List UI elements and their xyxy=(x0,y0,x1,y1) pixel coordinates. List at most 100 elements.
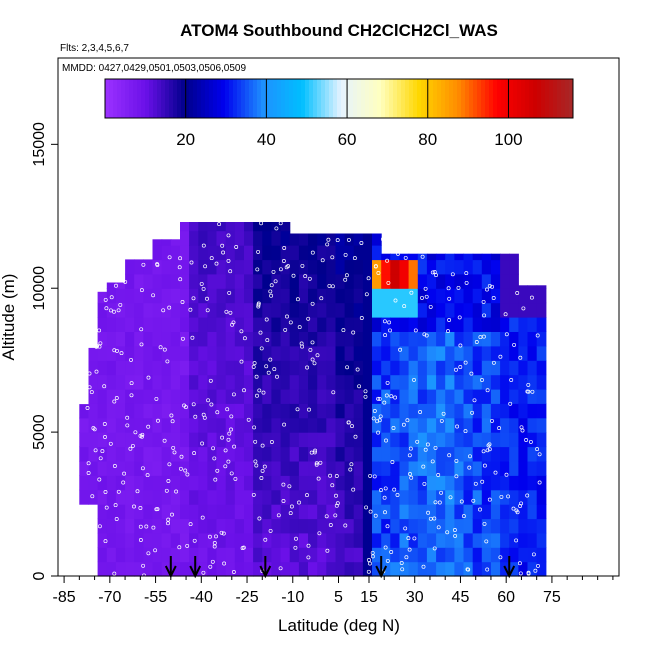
heatmap-cell xyxy=(207,245,218,261)
sample-marker xyxy=(331,390,336,395)
sample-marker xyxy=(85,406,90,410)
heatmap-cell xyxy=(381,259,391,275)
heatmap-cell xyxy=(298,233,309,246)
sample-marker xyxy=(227,290,232,295)
heatmap-cell xyxy=(490,446,501,462)
heatmap-cell xyxy=(445,374,455,390)
heatmap-cell xyxy=(216,446,227,462)
heatmap-cell xyxy=(317,288,327,304)
sample-marker xyxy=(146,375,151,380)
colorbar-swatch xyxy=(561,79,566,118)
heatmap-cell xyxy=(216,460,227,476)
heatmap-cell xyxy=(353,317,364,332)
heatmap-cell xyxy=(88,388,99,404)
sample-marker xyxy=(454,474,459,479)
heatmap-cell xyxy=(326,403,336,419)
x-tick-label: 15 xyxy=(360,589,378,606)
heatmap-cell xyxy=(161,345,172,361)
heatmap-cell xyxy=(472,547,483,563)
sample-marker xyxy=(344,273,349,278)
heatmap-cell xyxy=(189,259,199,275)
heatmap-cell xyxy=(216,417,227,433)
colorbar-swatch xyxy=(245,79,250,118)
heatmap-cell xyxy=(225,331,236,347)
heatmap-cell xyxy=(280,222,291,232)
heatmap-cell xyxy=(106,331,117,347)
heatmap-cell xyxy=(317,475,327,491)
heatmap-cell xyxy=(481,374,492,390)
heatmap-cell xyxy=(326,360,336,376)
heatmap-cell xyxy=(317,403,327,419)
heatmap-cell xyxy=(390,360,400,376)
heatmap-cell xyxy=(317,518,327,534)
heatmap-cell xyxy=(509,360,519,376)
heatmap-cell xyxy=(234,230,245,246)
heatmap-cell xyxy=(335,273,346,289)
sample-marker xyxy=(383,486,388,491)
colorbar-swatch xyxy=(429,79,434,118)
heatmap-cell xyxy=(79,404,89,419)
heatmap-cell xyxy=(143,504,154,520)
heatmap-cell xyxy=(170,532,181,548)
colorbar-swatch xyxy=(109,79,114,118)
colorbar-swatch xyxy=(165,79,170,118)
sample-marker xyxy=(386,280,391,285)
sample-marker xyxy=(334,503,339,508)
heatmap-cell xyxy=(527,288,538,304)
heatmap-cell xyxy=(372,374,382,390)
sample-marker xyxy=(493,470,498,475)
heatmap-cell xyxy=(271,345,282,361)
heatmap-cell xyxy=(454,388,465,404)
sample-marker xyxy=(269,440,274,444)
heatmap-cell xyxy=(280,317,291,332)
heatmap-cell xyxy=(426,388,437,404)
heatmap-cell xyxy=(216,561,227,577)
sample-marker xyxy=(485,388,490,393)
heatmap-cell xyxy=(115,403,126,419)
sample-marker xyxy=(375,419,380,424)
heatmap-cell xyxy=(207,532,218,548)
heatmap-cell xyxy=(390,432,400,448)
heatmap-cell xyxy=(280,561,291,577)
heatmap-cell xyxy=(234,345,245,361)
heatmap-cell xyxy=(381,388,391,404)
sample-marker xyxy=(192,538,197,543)
heatmap-cell xyxy=(381,273,391,289)
sample-marker xyxy=(497,426,502,431)
heatmap-cell xyxy=(417,317,428,332)
heatmap-cell xyxy=(161,317,172,332)
heatmap-cell xyxy=(353,360,364,376)
heatmap-cell xyxy=(308,288,318,304)
colorbar-swatch xyxy=(257,79,262,118)
heatmap-cell xyxy=(381,460,391,476)
heatmap-cell xyxy=(417,302,428,318)
heatmap-cell xyxy=(527,331,538,347)
heatmap-cell xyxy=(518,547,529,563)
heatmap-cell xyxy=(143,432,154,448)
heatmap-cell xyxy=(234,331,245,347)
heatmap-cell xyxy=(399,518,410,534)
sample-marker xyxy=(439,490,444,495)
sample-marker xyxy=(384,393,389,398)
heatmap-cell xyxy=(381,547,391,563)
sample-marker xyxy=(255,267,260,272)
sample-marker xyxy=(376,396,381,401)
colorbar-swatch xyxy=(141,79,146,118)
colorbar-swatch xyxy=(469,79,474,118)
heatmap-cell xyxy=(353,331,364,347)
heatmap-cell xyxy=(253,432,263,448)
heatmap-cell xyxy=(234,288,245,304)
colorbar-swatch xyxy=(449,79,454,118)
heatmap-cell xyxy=(234,259,245,275)
heatmap-cell xyxy=(445,489,455,505)
heatmap-cell xyxy=(399,475,410,491)
heatmap-cell xyxy=(353,273,364,289)
heatmap-cell xyxy=(289,374,300,390)
sample-marker xyxy=(272,367,277,372)
heatmap-cell xyxy=(289,547,300,563)
heatmap-cell xyxy=(426,259,437,275)
sample-marker xyxy=(310,340,315,345)
heatmap-cell xyxy=(463,360,474,376)
sample-marker xyxy=(227,431,232,436)
heatmap-cell xyxy=(253,460,263,476)
